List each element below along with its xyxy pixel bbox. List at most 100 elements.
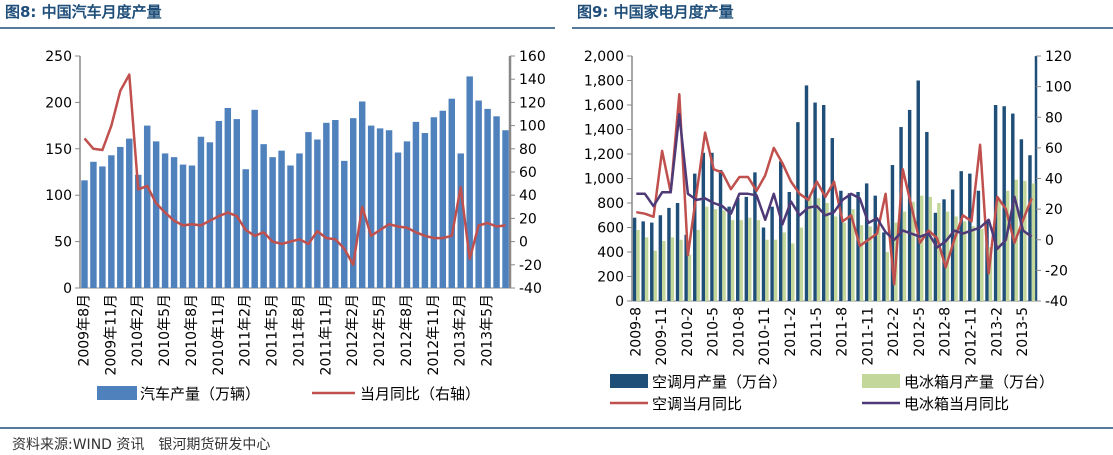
chart2-x-tick-label: 2011-8 (835, 307, 851, 357)
chart1-bar (457, 153, 464, 288)
chart2-right-tick-label: 80 (1045, 110, 1063, 126)
chart1-title: 图8: 中国汽车月度产量 (5, 3, 162, 21)
chart1-bar (412, 121, 420, 288)
chart2-bar (718, 169, 723, 301)
chart2-bar (662, 240, 666, 301)
chart2-bar (687, 254, 692, 301)
chart2-bar (684, 234, 688, 301)
chart1-left-tick-label: 100 (45, 188, 72, 204)
chart1-right-tick-label: -40 (519, 281, 542, 297)
chart2-x-tick-label: 2013-5 (1015, 307, 1031, 357)
chart2-bar (782, 232, 786, 301)
chart2-bar (899, 127, 903, 301)
chart2-x-tick-label: 2010-11 (757, 307, 773, 366)
chart1-bar (287, 165, 294, 288)
chart2-bar (736, 198, 740, 301)
chart1-bar (493, 116, 500, 288)
chart1-right-tick-label: 100 (519, 119, 546, 135)
chart1-bar (206, 142, 214, 288)
chart2-bar (907, 109, 912, 302)
chart1-bar (394, 152, 402, 288)
chart2-bar (890, 165, 895, 301)
chart2-bar (658, 215, 663, 301)
chart1-bar (269, 157, 276, 288)
chart2-left-tick-label: 1,000 (584, 172, 624, 188)
chart2-bar (761, 227, 766, 301)
chart2-bar (787, 191, 792, 301)
chart1-x-tick-label: 2012年5月 (372, 294, 388, 367)
chart2-bar (701, 152, 706, 301)
chart1-bar (117, 146, 124, 288)
chart2-bar (954, 216, 958, 301)
chart2-legend-swatch-ac (610, 374, 648, 388)
chart1-bar (385, 130, 393, 288)
chart2-bar (916, 80, 920, 301)
chart2-legend-fridge-yoy-label: 电冰箱当月同比 (904, 395, 1009, 413)
chart2-x-tick-label: 2013-2 (989, 307, 1005, 357)
chart2-bar (882, 232, 886, 301)
chart1-legend-bar-label: 汽车产量（万辆） (140, 385, 260, 403)
chart2-bar (804, 85, 809, 302)
chart2-bar (919, 195, 924, 301)
chart2-bar (808, 196, 812, 301)
chart2-left-tick-label: 1,400 (584, 123, 624, 139)
chart2-right-tick-label: -20 (1045, 263, 1068, 279)
chart2-bar (813, 102, 817, 301)
chart1-right-tick-label: 60 (519, 165, 537, 181)
chart2-bar (945, 211, 950, 301)
chart1-x-tick-label: 2010年8月 (184, 294, 200, 367)
chart1-bar (152, 141, 160, 288)
chart1-bar (350, 118, 357, 289)
chart1-bar (161, 153, 169, 288)
chart2-left-tick-label: 1,200 (584, 147, 624, 163)
chart2-bar (1005, 190, 1010, 301)
chart2-bar (765, 239, 769, 301)
chart2-x-tick-label: 2010-8 (731, 307, 747, 357)
chart2-bar (1028, 155, 1032, 301)
chart1-bar (305, 132, 312, 288)
chart2-bar (928, 196, 932, 301)
chart1-legend-swatch-bar (97, 386, 137, 400)
chart1-legend-line-label: 当月同比（右轴） (360, 385, 480, 403)
chart2-x-tick-label: 2011-2 (783, 307, 799, 357)
chart2-bar (847, 193, 852, 301)
chart2-bar (799, 227, 804, 301)
chart2-legend-fridge-label: 电冰箱月产量（万台） (904, 373, 1054, 391)
chart1-bar (251, 109, 258, 288)
chart2-bar (791, 243, 795, 301)
chart1-series-line (83, 73, 506, 267)
chart2-bar (650, 222, 654, 301)
chart2-bar (667, 207, 671, 301)
chart1-x-tick-label: 2011年8月 (291, 294, 307, 367)
chart1-left-tick-label: 250 (45, 49, 72, 65)
chart2-x-tick-label: 2011-11 (860, 307, 876, 366)
chart1-left-tick-label: 0 (63, 281, 72, 297)
chart1-bar (260, 144, 267, 288)
chart2-bar (1023, 180, 1027, 301)
chart1-right-tick-label: -20 (519, 258, 542, 274)
chart1-bar (421, 133, 429, 288)
chart2-bar (942, 199, 946, 301)
chart2: 02004006008001,0001,2001,4001,6001,8002,… (584, 49, 1072, 366)
chart2-left-tick-label: 800 (597, 196, 624, 212)
chart1-bar (81, 180, 88, 288)
chart2-bar (722, 210, 726, 301)
chart1-x-tick-label: 2010年2月 (130, 294, 146, 367)
chart1-bar (188, 165, 196, 288)
chart2-bar (876, 227, 881, 301)
chart2-bar (959, 171, 963, 301)
chart2-bar (778, 161, 783, 301)
chart1-bar (341, 160, 348, 288)
chart1-x-tick-label: 2009年8月 (76, 294, 92, 367)
chart2-bar (839, 190, 843, 301)
chart2-left-tick-label: 1,600 (584, 98, 624, 114)
chart2-series-line (636, 112, 1033, 251)
chart2-bar (727, 206, 731, 301)
chart1-bar (126, 138, 133, 288)
chart1-x-tick-label: 2011年11月 (318, 294, 334, 375)
chart1-bar (466, 76, 473, 288)
chart2-right-tick-label: 120 (1045, 49, 1072, 65)
chart2-bar (859, 225, 864, 301)
chart2-left-tick-label: 2,000 (584, 49, 624, 65)
chart2-legend-ac-yoy-label: 空调当月同比 (652, 395, 742, 413)
